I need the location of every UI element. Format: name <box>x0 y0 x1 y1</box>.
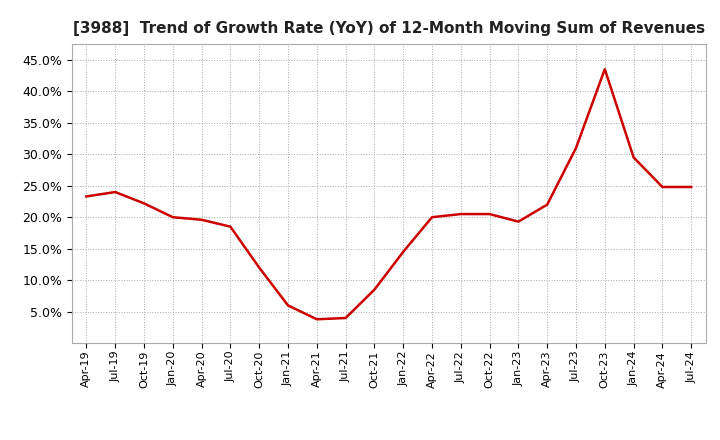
Title: [3988]  Trend of Growth Rate (YoY) of 12-Month Moving Sum of Revenues: [3988] Trend of Growth Rate (YoY) of 12-… <box>73 21 705 36</box>
